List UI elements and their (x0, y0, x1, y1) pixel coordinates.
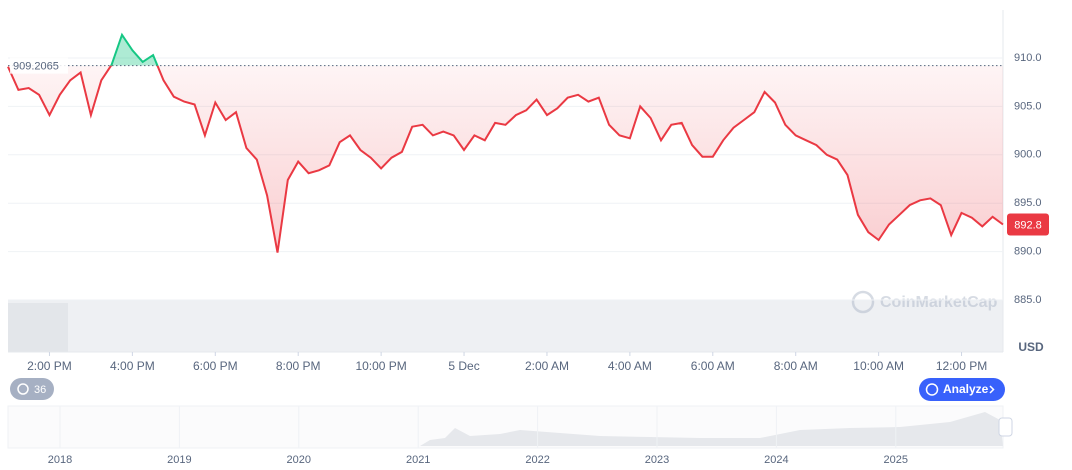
navigator-label: 2023 (645, 454, 669, 466)
watermark: CoinMarketCap (851, 290, 998, 314)
x-tick-label: 6:00 PM (193, 359, 238, 373)
x-tick-label: 12:00 PM (936, 359, 987, 373)
area-down (8, 65, 1003, 253)
x-tick-label: 4:00 PM (110, 359, 155, 373)
x-tick-label: 8:00 AM (774, 359, 818, 373)
price-line (7, 65, 1004, 253)
x-tick-label: 5 Dec (448, 359, 479, 373)
history-count: 36 (34, 384, 46, 396)
volume-area (8, 303, 68, 352)
x-tick-label: 8:00 PM (276, 359, 321, 373)
navigator-label: 2021 (406, 454, 430, 466)
watermark-text: CoinMarketCap (880, 294, 998, 311)
x-tick-label: 2:00 AM (525, 359, 569, 373)
navigator-label: 2022 (525, 454, 549, 466)
volume-area (8, 300, 1003, 352)
baseline-label: 909.2065 (13, 61, 59, 73)
history-badge[interactable]: 36 (10, 378, 54, 400)
y-tick-label: 905.0 (1014, 100, 1042, 112)
analyze-label: Analyze (943, 382, 989, 396)
x-tick-label: 4:00 AM (608, 359, 652, 373)
y-tick-label: 910.0 (1014, 52, 1042, 64)
area-up (111, 34, 158, 66)
x-tick-label: 10:00 AM (853, 359, 904, 373)
last-price-box (1007, 213, 1049, 236)
y-tick-label: 895.0 (1014, 197, 1042, 209)
x-tick-label: 2:00 PM (27, 359, 72, 373)
baseline-label-bg (10, 57, 68, 74)
navigator-label: 2018 (48, 454, 72, 466)
analyze-button[interactable]: Analyze (919, 378, 1005, 401)
x-tick-label: 6:00 AM (691, 359, 735, 373)
navigator-handle[interactable] (998, 417, 1013, 437)
navigator-area (420, 412, 1003, 446)
y-tick-label: 900.0 (1014, 149, 1042, 161)
navigator-label: 2025 (884, 454, 908, 466)
last-price-label: 892.8 (1014, 219, 1042, 231)
navigator-label: 2020 (287, 454, 311, 466)
navigator-label: 2019 (167, 454, 191, 466)
y-tick-label: 885.0 (1014, 294, 1042, 306)
y-unit: USD (1018, 340, 1044, 354)
x-tick-label: 10:00 PM (355, 359, 406, 373)
navigator-label: 2024 (764, 454, 788, 466)
y-tick-label: 890.0 (1014, 246, 1042, 258)
